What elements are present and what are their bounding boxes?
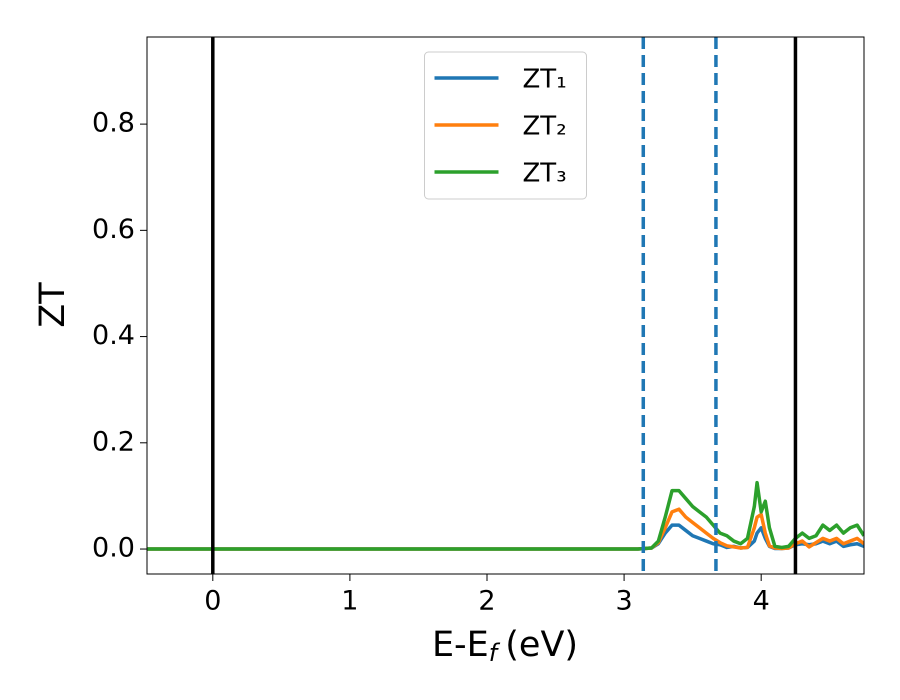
legend-box	[424, 51, 587, 200]
line	[147, 480, 864, 551]
y-tick-label: 0.8	[92, 108, 135, 139]
x-tick-label: 4	[753, 586, 770, 617]
legend-label: ZT₂	[523, 112, 567, 142]
x-tick-label: 3	[615, 586, 632, 617]
line	[147, 523, 864, 551]
y-tick-label: 0.4	[92, 320, 135, 351]
x-tick-label: 1	[341, 586, 358, 617]
y-tick-label: 0.6	[92, 214, 135, 245]
x-tick-label: 2	[478, 586, 495, 617]
x-tick-label: 0	[204, 586, 221, 617]
legend-label: ZT₃	[523, 159, 567, 189]
legend-label: ZT₁	[523, 65, 567, 95]
x-label-main: E-E	[432, 625, 489, 665]
x-label-unit: (eV)	[505, 625, 578, 665]
line	[147, 507, 864, 551]
x-label-sub: f	[489, 639, 501, 667]
y-tick-label: 0.2	[92, 426, 135, 457]
plot-frame	[146, 36, 865, 575]
y-tick-label: 0.0	[92, 533, 135, 564]
y-axis-label: ZT	[33, 282, 73, 328]
x-axis-label: E-Ef (eV)	[432, 625, 578, 667]
